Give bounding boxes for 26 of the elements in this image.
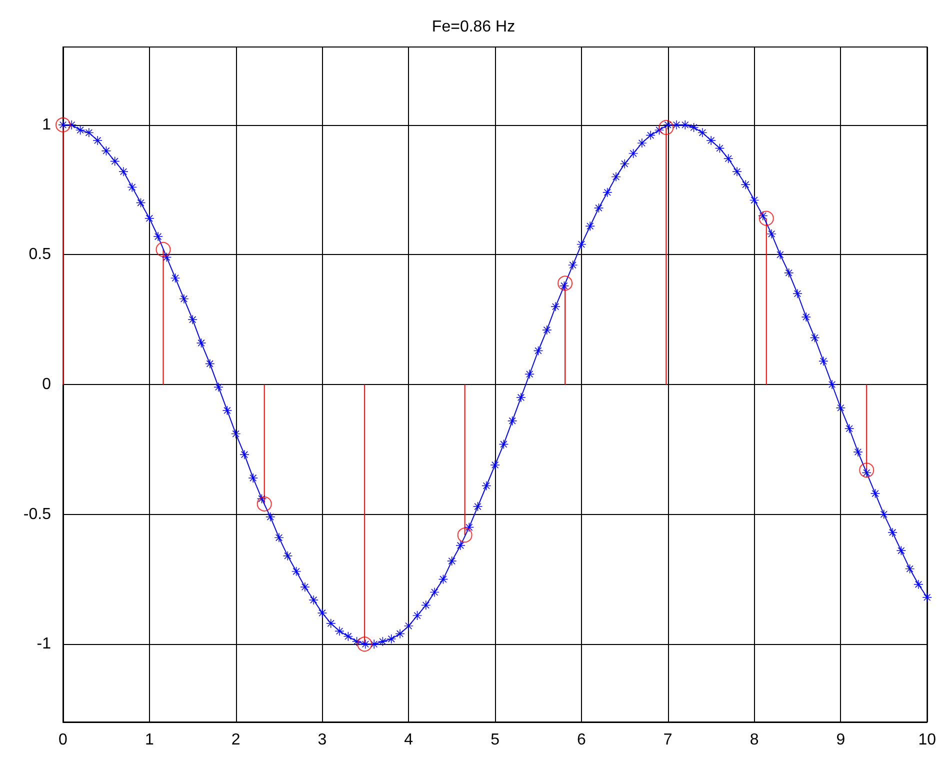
point <box>56 117 70 132</box>
y-tick-label: 0 <box>42 376 52 393</box>
x-tick-label: 8 <box>750 732 759 748</box>
y-tick-label: -1 <box>36 636 52 653</box>
x-tick-label: 10 <box>918 732 936 748</box>
x-tick-label: 6 <box>577 732 586 748</box>
point <box>758 210 774 226</box>
point <box>457 528 472 543</box>
point <box>357 636 372 652</box>
point <box>156 242 171 257</box>
point <box>558 276 573 291</box>
x-tick-label: 9 <box>836 732 846 748</box>
y-tick-label: 0.5 <box>28 246 52 264</box>
x-tick-label: 3 <box>318 732 327 748</box>
point <box>859 462 874 478</box>
y-tick-label: -0.5 <box>23 506 52 523</box>
x-tick-label: 0 <box>58 732 68 748</box>
x-tick-label: 5 <box>490 732 500 748</box>
chart-title: Fe=0.86 Hz <box>432 18 516 36</box>
x-tick-label: 7 <box>663 732 672 748</box>
point <box>256 496 272 512</box>
point <box>658 120 674 135</box>
x-tick-label: 2 <box>231 732 240 748</box>
x-tick-label: 1 <box>144 732 154 748</box>
x-tick-label: 4 <box>404 732 414 748</box>
y-tick-label: 1 <box>42 116 52 134</box>
